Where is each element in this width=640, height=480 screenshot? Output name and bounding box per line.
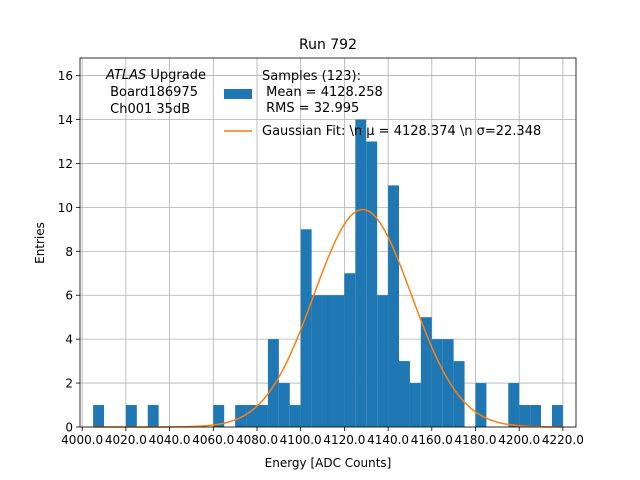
histogram-bar	[508, 383, 520, 427]
y-axis-label: Entries	[33, 222, 47, 264]
annotation-line-3: Ch001 35dB	[106, 102, 190, 117]
y-tick-label: 12	[58, 157, 73, 171]
x-tick-label: 4040.0	[149, 433, 191, 447]
x-tick-label: 4160.0	[411, 433, 453, 447]
histogram-bar	[278, 383, 290, 427]
x-tick-label: 4140.0	[367, 433, 409, 447]
histogram-bar	[246, 405, 257, 427]
x-axis-ticks: 4000.0 4020.0 4040.0 4060.0 4080.0 4100.0 4120…	[61, 427, 584, 447]
y-tick-label: 6	[65, 289, 73, 303]
histogram-bar	[322, 295, 334, 427]
legend-fit-label: Gaussian Fit: \n μ = 4128.374 \n σ=22.34…	[262, 124, 541, 139]
legend-samples-line-3: RMS = 32.995	[262, 101, 359, 116]
x-tick-label: 4080.0	[236, 433, 278, 447]
histogram-bar	[551, 405, 563, 427]
x-axis-label: Energy [ADC Counts]	[265, 456, 392, 470]
histogram-bar	[420, 317, 432, 427]
legend-samples-line-1: Samples (123):	[262, 69, 361, 84]
histogram-bar	[125, 405, 137, 427]
annotation-upgrade-word: Upgrade	[146, 68, 206, 83]
y-tick-label: 4	[65, 333, 73, 347]
histogram-bar	[453, 361, 465, 427]
histogram-bar	[300, 229, 312, 427]
histogram-bar	[519, 405, 531, 427]
plot-frame	[79, 57, 577, 428]
y-tick-label: 0	[65, 421, 73, 435]
histogram-bar	[147, 405, 159, 427]
histogram-bar	[256, 405, 268, 427]
histogram-bar	[377, 295, 389, 427]
legend: Samples (123): Mean = 4128.258 RMS = 32.…	[224, 69, 541, 139]
y-tick-label: 10	[58, 201, 73, 215]
histogram-bar	[388, 185, 400, 427]
x-tick-label: 4120.0	[323, 433, 365, 447]
histogram-bar	[409, 383, 421, 427]
histogram-bar	[213, 405, 225, 427]
y-tick-label: 14	[58, 113, 73, 127]
histogram-bar	[366, 141, 378, 427]
legend-samples-line-2: Mean = 4128.258	[262, 85, 383, 100]
histogram-bar	[442, 339, 454, 427]
legend-samples-patch	[224, 89, 252, 99]
y-tick-label: 16	[58, 69, 73, 83]
annotation-line-2: Board186975	[106, 85, 198, 100]
histogram-bar	[530, 405, 542, 427]
y-tick-label: 2	[65, 377, 73, 391]
histogram-bar	[399, 361, 410, 427]
x-tick-label: 4220.0	[542, 433, 584, 447]
histogram-bar	[333, 295, 345, 427]
annotation-line-1: ATLAS Upgrade	[105, 68, 206, 83]
chart-title: Run 792	[299, 37, 357, 53]
histogram-bar	[344, 273, 356, 427]
y-axis-ticks: 0 2 4 6 8 10 12 14 16	[58, 69, 80, 435]
histogram-bar	[475, 383, 487, 427]
annotation-atlas-word: ATLAS	[105, 68, 146, 83]
histogram-bars	[93, 119, 563, 427]
x-tick-label: 4180.0	[454, 433, 496, 447]
x-tick-label: 4060.0	[192, 433, 234, 447]
x-tick-label: 4100.0	[280, 433, 322, 447]
x-tick-label: 4020.0	[105, 433, 147, 447]
histogram-bar	[355, 119, 367, 427]
histogram-bar	[289, 405, 301, 427]
histogram-bar	[431, 339, 443, 427]
histogram-bar	[311, 295, 323, 427]
atlas-annotation: ATLAS Upgrade Board186975 Ch001 35dB	[105, 68, 206, 117]
histogram-bar	[267, 339, 279, 427]
y-tick-label: 8	[65, 245, 73, 259]
histogram-bar	[93, 405, 105, 427]
x-tick-label: 4000.0	[61, 433, 103, 447]
histogram-bar	[235, 405, 247, 427]
x-tick-label: 4200.0	[498, 433, 540, 447]
